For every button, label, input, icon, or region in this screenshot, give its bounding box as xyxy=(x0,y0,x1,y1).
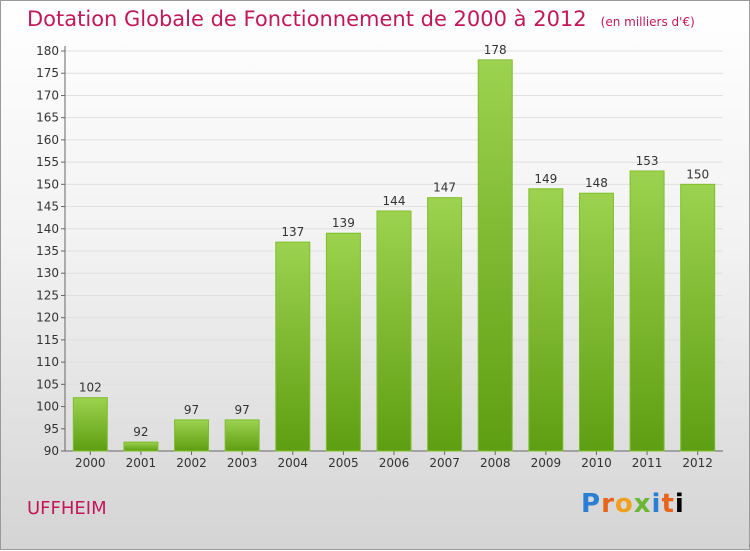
y-tick-label: 120 xyxy=(36,311,59,325)
x-tick-label: 2012 xyxy=(682,456,713,470)
bar xyxy=(427,197,463,452)
bar-value-label: 92 xyxy=(133,425,148,439)
y-tick-label: 175 xyxy=(36,66,59,80)
y-tick-label: 95 xyxy=(44,422,59,436)
chart-unit: (en milliers d'€) xyxy=(600,15,695,29)
bars xyxy=(72,59,716,452)
bar-value-label: 144 xyxy=(383,194,406,208)
bar xyxy=(376,210,412,452)
bar-value-label: 102 xyxy=(79,381,102,395)
y-tick-label: 135 xyxy=(36,244,59,258)
bar xyxy=(578,192,614,452)
x-tick-label: 2001 xyxy=(126,456,157,470)
bar-value-label: 178 xyxy=(484,43,507,57)
y-tick-label: 145 xyxy=(36,200,59,214)
bar-value-label: 97 xyxy=(184,403,199,417)
y-tick-label: 140 xyxy=(36,222,59,236)
bar xyxy=(629,170,665,452)
y-tick-label: 125 xyxy=(36,288,59,302)
chart-title-text: Dotation Globale de Fonctionnement de 20… xyxy=(27,7,587,31)
x-tick-label: 2006 xyxy=(379,456,410,470)
x-tick-label: 2002 xyxy=(176,456,207,470)
bar-value-label: 149 xyxy=(534,172,557,186)
bar xyxy=(477,59,513,452)
bar xyxy=(680,183,716,452)
y-tick-label: 160 xyxy=(36,133,59,147)
bar xyxy=(72,397,108,452)
bar xyxy=(528,188,564,452)
bar xyxy=(123,441,159,452)
commune-name: UFFHEIM xyxy=(27,498,107,519)
y-tick-label: 130 xyxy=(36,266,59,280)
y-tick-label: 115 xyxy=(36,333,59,347)
bar-value-label: 147 xyxy=(433,181,456,195)
bar xyxy=(224,419,260,452)
x-tick-label: 2003 xyxy=(227,456,258,470)
x-tick-label: 2007 xyxy=(429,456,460,470)
bar-value-label: 137 xyxy=(281,225,304,239)
x-tick-label: 2000 xyxy=(75,456,106,470)
bar-value-label: 139 xyxy=(332,216,355,230)
y-tick-label: 180 xyxy=(36,44,59,58)
x-tick-label: 2005 xyxy=(328,456,359,470)
bar xyxy=(174,419,210,452)
y-tick-label: 150 xyxy=(36,177,59,191)
x-tick-label: 2009 xyxy=(531,456,562,470)
y-tick-label: 90 xyxy=(44,444,59,458)
bar-value-label: 97 xyxy=(235,403,250,417)
x-tick-label: 2010 xyxy=(581,456,612,470)
proxiti-logo: Proxiti xyxy=(581,489,685,519)
y-tick-label: 110 xyxy=(36,355,59,369)
y-tick-label: 165 xyxy=(36,111,59,125)
x-tick-label: 2008 xyxy=(480,456,511,470)
chart-title: Dotation Globale de Fonctionnement de 20… xyxy=(27,7,695,31)
bar xyxy=(275,241,311,452)
y-tick-label: 170 xyxy=(36,88,59,102)
bar xyxy=(325,232,361,452)
y-tick-label: 155 xyxy=(36,155,59,169)
y-tick-label: 100 xyxy=(36,400,59,414)
y-tick-label: 105 xyxy=(36,377,59,391)
bar-value-label: 153 xyxy=(636,154,659,168)
x-tick-label: 2011 xyxy=(632,456,663,470)
labels: 90 95 100 105 110 115 120 125 130 135 140 145 150 155… xyxy=(36,43,713,470)
bar-value-label: 150 xyxy=(686,167,709,181)
x-tick-label: 2004 xyxy=(277,456,308,470)
bar-value-label: 148 xyxy=(585,176,608,190)
